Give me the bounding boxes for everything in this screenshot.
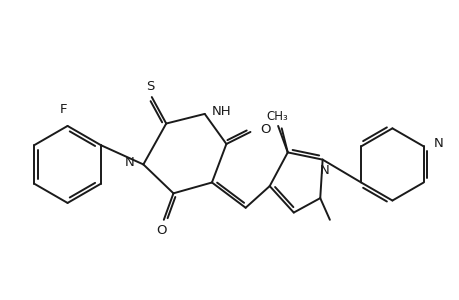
Text: F: F <box>60 103 67 116</box>
Text: S: S <box>146 80 154 93</box>
Text: O: O <box>156 224 166 237</box>
Text: NH: NH <box>212 105 231 118</box>
Text: N: N <box>125 155 134 169</box>
Text: CH₃: CH₃ <box>265 110 287 123</box>
Text: O: O <box>259 123 270 136</box>
Text: N: N <box>432 137 442 151</box>
Text: N: N <box>319 164 329 177</box>
